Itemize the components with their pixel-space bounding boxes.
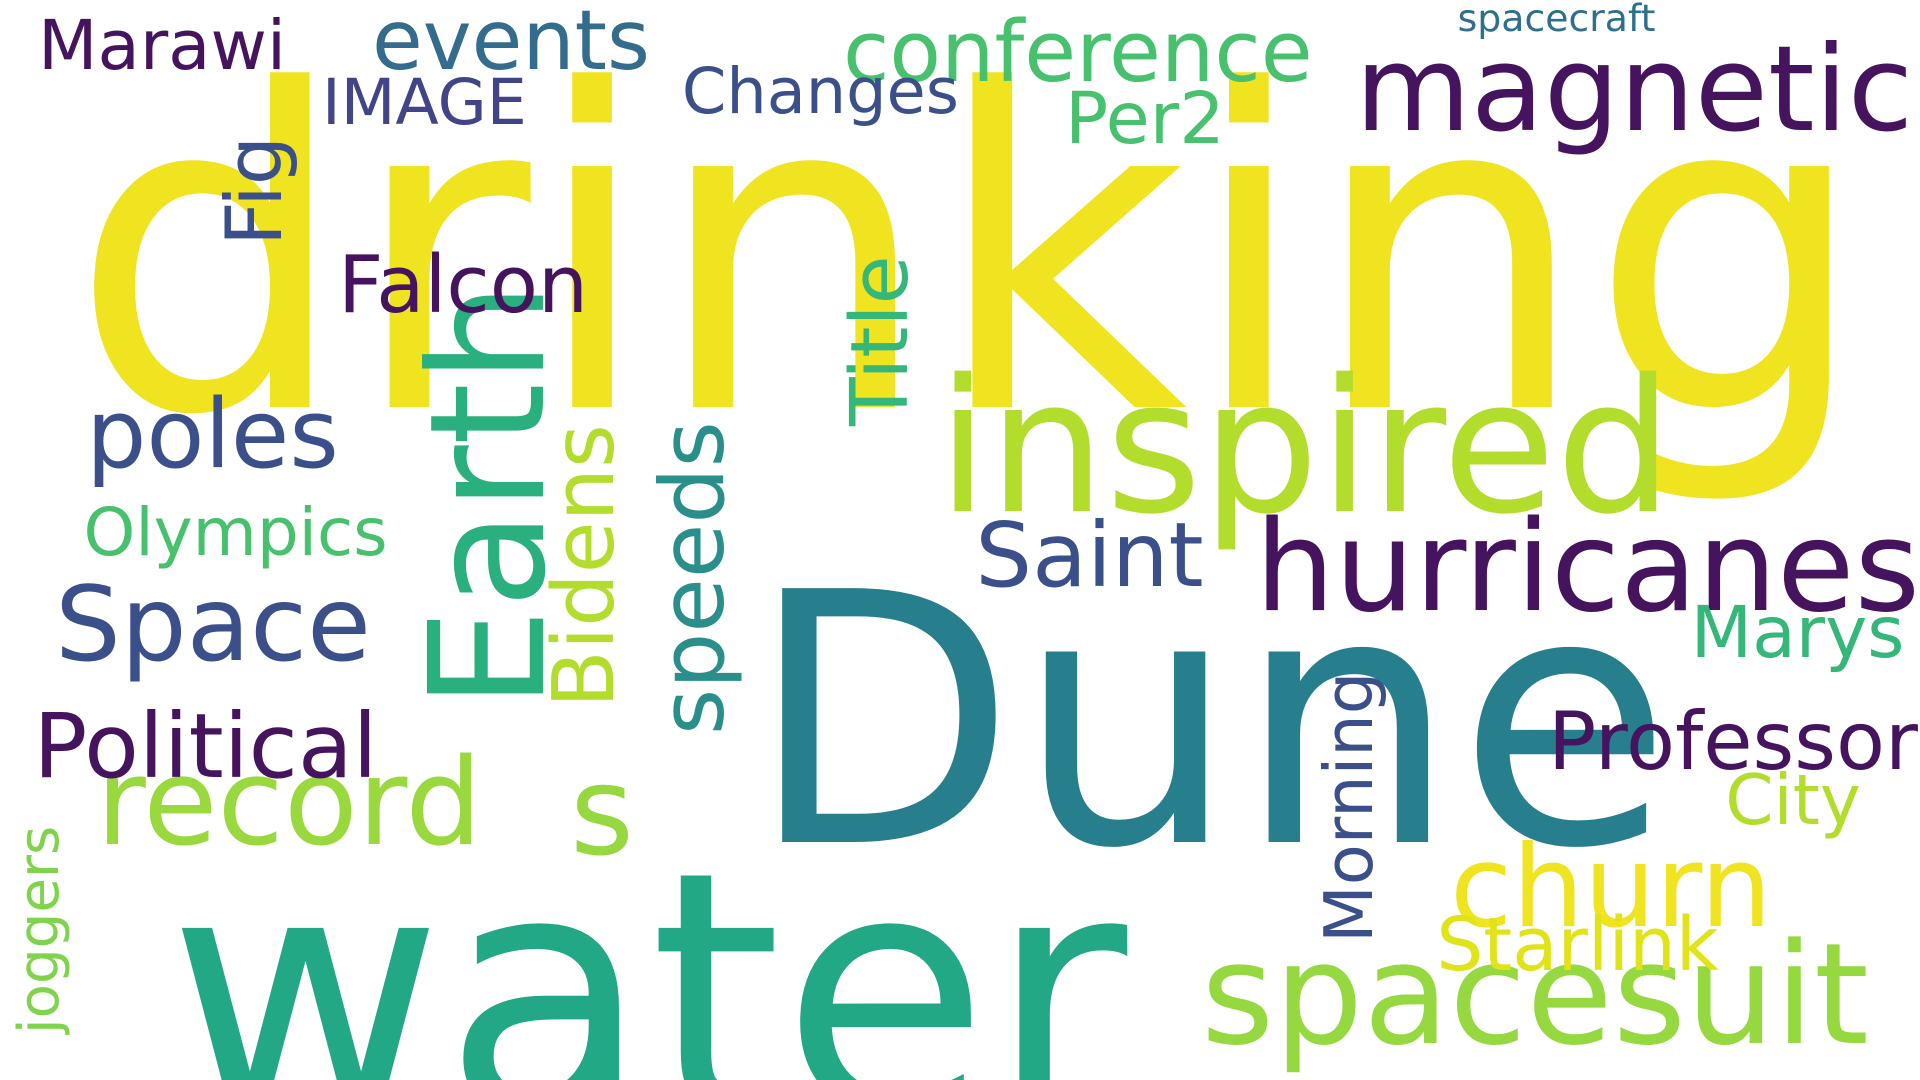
word-image: IMAGE [322,65,527,140]
word-water: water [167,799,1128,1080]
word-bidens: Bidens [535,424,633,708]
word-dune: Dune [748,519,1672,925]
word-falcon: Falcon [338,238,589,331]
word-marawi: Marawi [38,6,287,87]
word-speeds: speeds [640,420,744,735]
word-s: s [570,740,634,884]
word-events: events [372,0,650,89]
word-churn: churn [1450,821,1772,953]
word-record: record [96,732,482,873]
word-conference: conference [843,3,1313,102]
word-space: Space [55,565,371,686]
word-spacesuit: spacesuit [1201,913,1869,1077]
word-magnetic: magnetic [1355,21,1914,159]
word-city: City [1725,761,1861,842]
word-per2: Per2 [1065,75,1225,160]
word-drinking: drinking [69,0,1869,511]
word-spacecraft: spacecraft [1457,0,1656,40]
word-changes: Changes [681,54,959,129]
word-starlink: Starlink [1436,901,1719,988]
word-fig: Fig [210,135,301,246]
word-professor: Professor [1548,695,1918,789]
word-hurricanes: hurricanes [1255,493,1920,641]
word-olympics: Olympics [83,493,388,571]
word-morning: Morning [1309,671,1388,943]
word-poles: poles [86,379,339,490]
word-saint: Saint [975,503,1204,608]
word-joggers: joggers [6,825,72,1035]
word-marys: Marys [1690,591,1905,675]
word-title: Title [832,255,926,427]
word-political: Political [33,694,378,799]
word-inspired: inspired [937,340,1673,556]
